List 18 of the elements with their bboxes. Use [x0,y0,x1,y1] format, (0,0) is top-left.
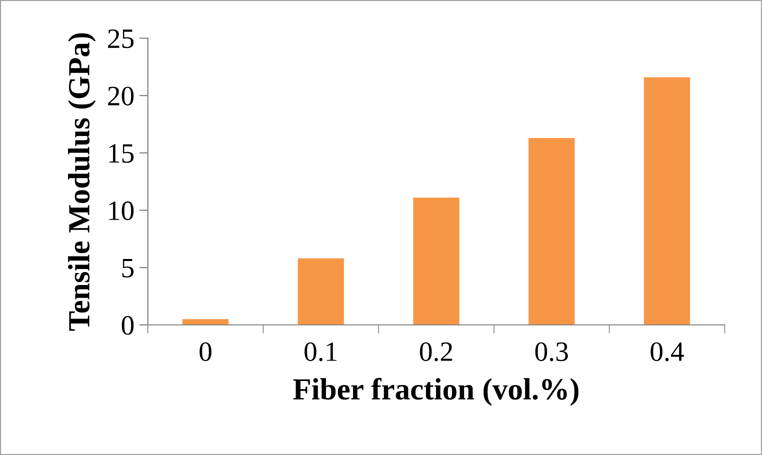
y-axis-title: Tensile Modulus (GPa) [68,33,96,331]
bar [298,258,344,325]
y-tick-label: 15 [109,144,134,163]
x-tick-label: 0.4 [650,342,684,362]
bar [413,198,460,325]
y-tick-label: 10 [109,201,134,220]
y-tick-label: 5 [122,258,134,278]
x-axis-title: Fiber fraction (vol.%) [293,378,578,406]
y-tick-label: 0 [122,316,134,335]
bar [182,319,229,325]
y-tick-label: 20 [108,86,134,106]
x-tick-label: 0.1 [304,342,337,362]
bar [528,138,575,325]
x-tick-label: 0 [200,342,212,362]
y-tick-label: 25 [108,29,134,48]
x-tick-label: 0.3 [535,342,568,362]
bar [644,77,690,325]
x-tick-label: 0.2 [420,342,452,362]
